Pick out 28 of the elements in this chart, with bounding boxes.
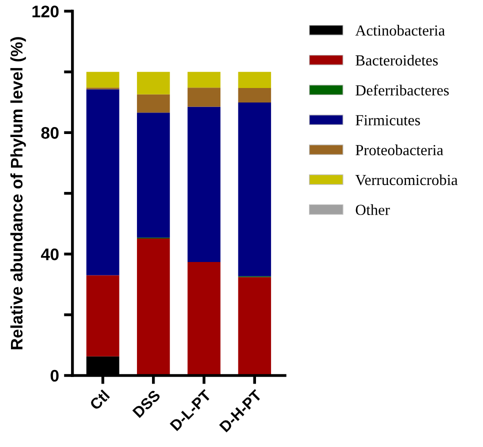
bar bbox=[238, 102, 272, 276]
x-tick-label: Ctl bbox=[88, 389, 110, 411]
y-tick-label: 40 bbox=[40, 248, 59, 260]
bar bbox=[136, 112, 170, 238]
bar bbox=[188, 72, 220, 88]
bar bbox=[86, 72, 120, 88]
bar bbox=[188, 106, 220, 262]
bar bbox=[86, 89, 120, 276]
bar bbox=[136, 238, 170, 376]
legend-label: Deferribacteres bbox=[356, 84, 449, 96]
legend-label: Proteobacteria bbox=[356, 144, 444, 156]
bar bbox=[86, 275, 120, 356]
legend-label: Verrucomicrobia bbox=[355, 174, 458, 186]
y-tick-label: 120 bbox=[32, 6, 59, 18]
legend-label: Other bbox=[356, 204, 390, 216]
bar bbox=[238, 72, 272, 88]
legend-label: Firmicutes bbox=[356, 115, 420, 126]
y-axis-title: Relative abundance of Phylum level (%) bbox=[10, 37, 26, 350]
y-tick-label: 80 bbox=[41, 127, 59, 139]
bar bbox=[136, 72, 170, 94]
legend-label: Actinobacteria bbox=[355, 24, 445, 36]
bar bbox=[136, 94, 170, 113]
bar bbox=[188, 262, 220, 376]
y-tick-label: 0 bbox=[50, 370, 59, 382]
bar bbox=[188, 88, 220, 107]
bar bbox=[238, 277, 272, 376]
bar bbox=[238, 88, 272, 103]
legend-label: Bacteroidetes bbox=[356, 54, 438, 66]
